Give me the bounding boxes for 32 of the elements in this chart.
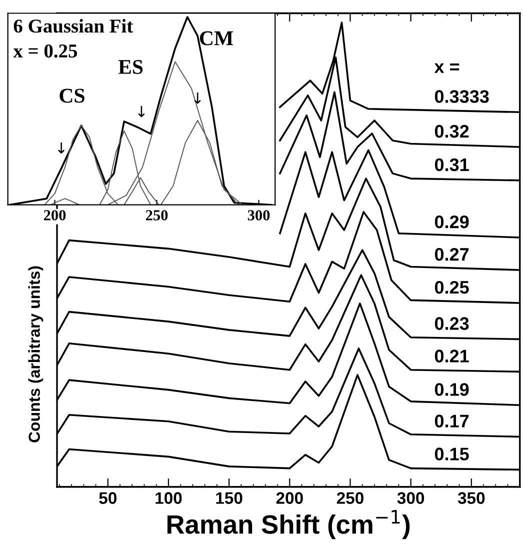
text: x = 0.25 xyxy=(13,44,78,58)
annotation: CM xyxy=(200,31,234,46)
x-axis-title: Raman Shift (cm$^{−1}$) xyxy=(167,510,410,540)
x-tick-label: 200 xyxy=(44,210,66,220)
series-label: 0.23 xyxy=(434,317,469,330)
series-label: 0.3333 xyxy=(434,90,489,103)
annotation: x = xyxy=(434,63,460,73)
series-label: 0.31 xyxy=(434,158,469,172)
series-label: 0.32 xyxy=(434,124,469,138)
annotation: ↓ xyxy=(58,142,65,154)
series-label: 0.17 xyxy=(434,414,469,428)
series-label: 0.27 xyxy=(434,248,469,261)
series-label: 0.25 xyxy=(434,280,469,294)
series-label: 0.29 xyxy=(434,215,469,228)
series-label: 0.19 xyxy=(434,383,469,396)
annotation: ↓ xyxy=(138,106,145,118)
annotation: CS xyxy=(60,88,84,103)
x-tick-label: 100 xyxy=(156,492,182,504)
y-axis-title: Counts (arbitrary units) xyxy=(28,266,44,442)
x-tick-label: 250 xyxy=(336,492,364,504)
x-tick-label: 200 xyxy=(276,492,303,504)
x-tick-label: 350 xyxy=(458,492,485,504)
x-tick-label: 50 xyxy=(99,492,116,504)
x-tick-label: 300 xyxy=(248,210,270,220)
annotation: ES xyxy=(118,60,143,74)
annotation: ↓ xyxy=(194,92,201,104)
x-tick-label: 250 xyxy=(146,210,168,220)
series-label: 0.15 xyxy=(434,448,469,460)
x-tick-label: 150 xyxy=(216,492,242,504)
chart-title: 6 Gaussian Fit xyxy=(14,18,134,33)
series-label: 0.21 xyxy=(434,350,469,362)
x-tick-label: 300 xyxy=(397,492,424,504)
